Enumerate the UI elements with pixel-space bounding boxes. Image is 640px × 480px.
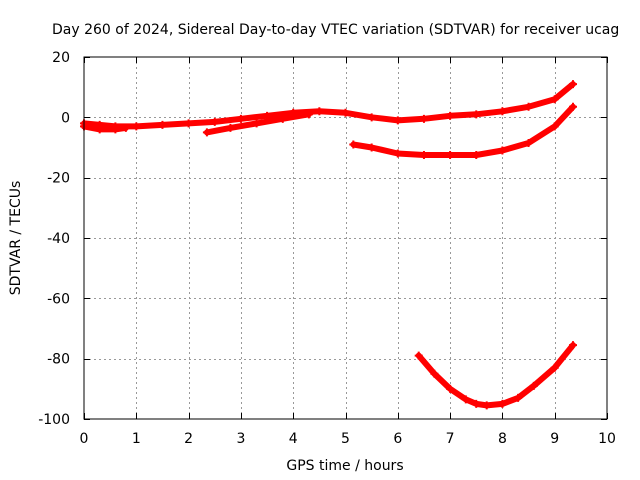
data-point-track-upper-4 <box>158 120 167 129</box>
data-point-track-middle-4 <box>446 151 455 160</box>
data-point-track-upper-18 <box>524 102 533 111</box>
data-point-track-deep-2 <box>446 384 455 393</box>
x-tick-label: 8 <box>498 431 507 447</box>
data-point-track-middle-1 <box>367 143 376 152</box>
data-point-track-upper-19 <box>550 95 559 104</box>
data-point-track-deep-10 <box>569 341 578 350</box>
x-tick-label: 3 <box>236 431 245 447</box>
x-axis-label: GPS time / hours <box>286 458 403 474</box>
data-point-track-middle-3 <box>419 151 428 160</box>
x-tick-label: 5 <box>341 431 350 447</box>
y-tick-label: 20 <box>52 50 70 66</box>
x-tick-label: 1 <box>132 431 141 447</box>
y-tick-label: 0 <box>61 110 70 126</box>
y-tick-label: -20 <box>47 171 70 187</box>
data-point-track-lower-early-2 <box>111 125 120 134</box>
data-point-track-upper-7 <box>236 114 245 123</box>
data-point-track-middle-5 <box>472 151 481 160</box>
data-point-track-middle-6 <box>498 146 507 155</box>
data-point-track-middle-7 <box>524 138 533 147</box>
y-tick-label: -40 <box>47 231 70 247</box>
data-point-track-upper-20 <box>569 80 578 89</box>
data-point-track-upper-3 <box>132 122 141 131</box>
tick-labels: 0 1 2 3 4 5 6 7 8 9 10 20 0 -20 -40 -60 -80 -100 <box>38 50 616 447</box>
data-point-track-upper-16 <box>472 110 481 119</box>
series-track-lower-early <box>81 123 129 133</box>
x-tick-label: 6 <box>393 431 402 447</box>
data-point-track-middle-2 <box>393 149 402 158</box>
data-point-track-deep-1 <box>430 369 439 378</box>
x-tick-label: 9 <box>550 431 559 447</box>
x-tick-label: 0 <box>80 431 89 447</box>
data-point-track-deep-3 <box>461 395 470 404</box>
x-tick-label: 2 <box>184 431 193 447</box>
data-point-track-upper-8 <box>263 111 272 120</box>
data-point-track-upper-10 <box>315 107 324 116</box>
data-point-track-rising-1 <box>226 123 235 132</box>
data-point-track-lower-early-1 <box>95 125 104 134</box>
data-point-track-deep-8 <box>529 381 538 390</box>
data-point-track-upper-15 <box>446 111 455 120</box>
data-series <box>80 80 578 410</box>
data-point-track-lower-early-3 <box>121 123 130 132</box>
data-point-track-upper-12 <box>367 113 376 122</box>
data-point-track-middle-0 <box>349 140 358 149</box>
series-track-middle <box>350 103 576 158</box>
data-point-track-upper-5 <box>184 119 193 128</box>
data-point-track-deep-4 <box>472 399 481 408</box>
x-tick-label: 4 <box>289 431 298 447</box>
x-tick-label: 7 <box>446 431 455 447</box>
data-point-track-middle-8 <box>550 122 559 131</box>
data-point-track-deep-5 <box>482 401 491 410</box>
y-tick-label: -60 <box>47 291 70 307</box>
series-track-deep <box>415 342 576 409</box>
data-point-track-upper-13 <box>393 116 402 125</box>
data-point-track-deep-0 <box>414 351 423 360</box>
data-point-track-rising-3 <box>278 114 287 123</box>
data-point-track-upper-11 <box>341 108 350 117</box>
data-point-track-upper-6 <box>210 117 219 126</box>
data-point-track-rising-0 <box>202 128 211 137</box>
plot-frame <box>83 56 608 420</box>
x-tick-label: 10 <box>598 431 616 447</box>
data-point-track-deep-6 <box>498 399 507 408</box>
y-axis-label: SDTVAR / TECUs <box>8 181 24 296</box>
y-tick-label: -80 <box>47 352 70 368</box>
data-point-track-middle-9 <box>569 102 578 111</box>
series-track-upper <box>81 81 576 130</box>
data-point-track-rising-4 <box>304 110 313 119</box>
y-tick-label: -100 <box>38 412 70 428</box>
data-point-track-upper-17 <box>498 107 507 116</box>
data-point-track-deep-9 <box>550 363 559 372</box>
data-point-track-deep-7 <box>514 393 523 402</box>
data-point-track-upper-14 <box>419 114 428 123</box>
chart-title: Day 260 of 2024, Sidereal Day-to-day VTE… <box>52 22 619 38</box>
data-point-track-rising-2 <box>252 119 261 128</box>
